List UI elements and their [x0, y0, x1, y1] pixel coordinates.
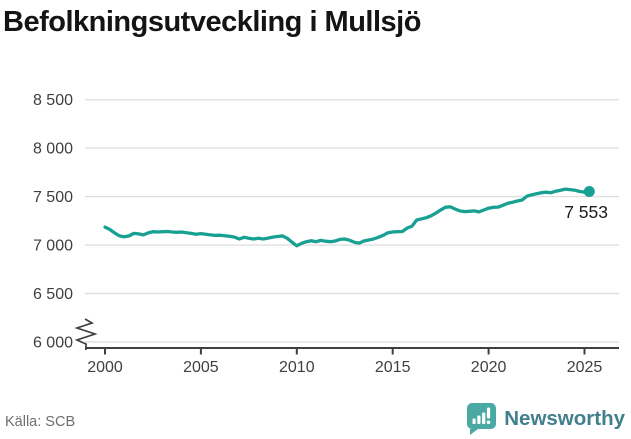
y-axis-tick-label: 6 500 — [33, 286, 73, 303]
x-axis-tick-label: 2000 — [87, 359, 123, 376]
logo-exclamation-dot — [486, 420, 491, 425]
logo-bar-1 — [472, 418, 476, 424]
latest-value-dot — [583, 186, 595, 197]
population-series-line — [103, 187, 591, 248]
y-axis-tick-label: 7 000 — [33, 238, 73, 255]
x-axis-tick-label: 2025 — [567, 359, 603, 376]
y-axis-tick-label: 8 000 — [33, 141, 73, 158]
y-axis-tick-label: 8 500 — [33, 92, 73, 109]
source-label: Källa: SCB — [5, 414, 76, 430]
x-axis-tick-label: 2020 — [471, 359, 507, 376]
x-axis-tick-label: 2015 — [375, 359, 411, 376]
x-axis-tick-label: 2005 — [183, 359, 219, 376]
logo-bar-2 — [477, 415, 481, 424]
x-axis-tick-label: 2010 — [279, 359, 315, 376]
logo-bar-3 — [482, 412, 486, 424]
newsworthy-logo[interactable]: Newsworthy — [465, 402, 625, 436]
chart-title: Befolkningsutveckling i Mullsjö — [3, 6, 421, 38]
y-axis-tick-label: 6 000 — [33, 335, 73, 352]
logo-exclamation-bar — [487, 407, 491, 419]
y-axis-tick-label: 7 500 — [33, 189, 73, 206]
latest-value-label: 7 553 — [564, 202, 608, 222]
logo-bubble-shape — [467, 403, 497, 435]
y-axis-break-icon — [74, 318, 98, 350]
newsworthy-wordmark: Newsworthy — [504, 407, 625, 430]
newsworthy-logo-icon — [467, 403, 497, 435]
